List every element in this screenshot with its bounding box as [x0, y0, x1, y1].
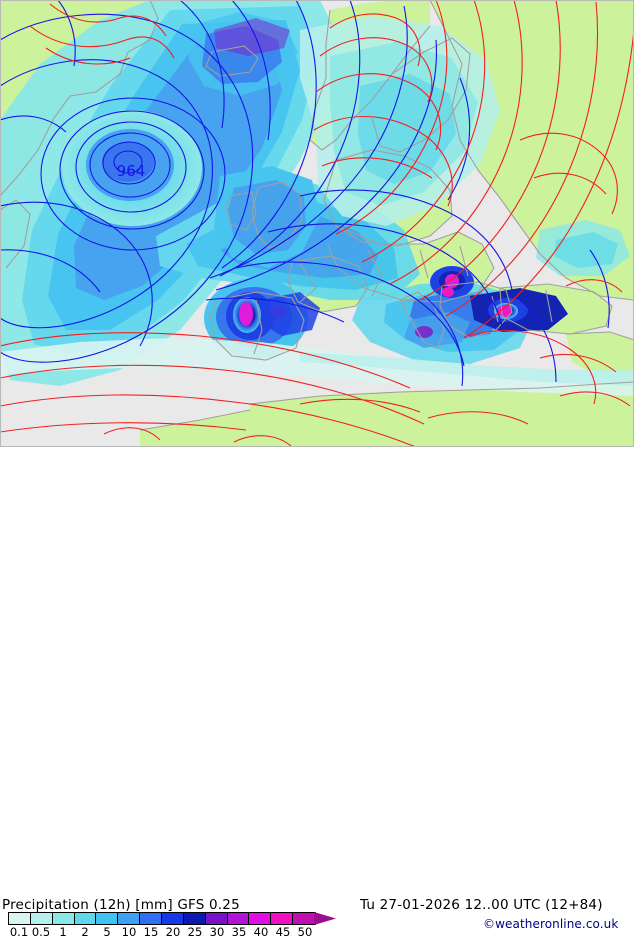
- isotherms: [0, 0, 634, 447]
- isobars: [0, 0, 610, 387]
- low-pressure-label: 964: [117, 162, 146, 180]
- colorbar-swatch-5[interactable]: [96, 913, 119, 924]
- colorbar-swatch-40[interactable]: [249, 913, 272, 924]
- colorbar-overflow-arrow: [314, 912, 336, 925]
- colorbar-swatch-30[interactable]: [205, 913, 228, 924]
- colorbar-tick-50: 50: [297, 925, 313, 939]
- map-footer: Precipitation (12h) [mm] GFS 0.25 Tu 27-…: [0, 447, 634, 939]
- colorbar-tick-labels: 0.1 0.5 1 2 5 10 15 20 25 30 35 40 45 50: [0, 925, 340, 939]
- colorbar-swatch-35[interactable]: [227, 913, 250, 924]
- colorbar-swatches[interactable]: [8, 912, 316, 925]
- colorbar-swatch-2[interactable]: [74, 913, 97, 924]
- colorbar-swatch-10[interactable]: [118, 913, 141, 924]
- precipitation-map[interactable]: 964: [0, 0, 634, 447]
- colorbar-swatch-20[interactable]: [162, 913, 184, 924]
- colorbar-swatch-50[interactable]: [293, 913, 316, 924]
- colorbar-swatch-45[interactable]: [271, 913, 294, 924]
- colorbar-swatch-1[interactable]: [52, 913, 75, 924]
- colorbar-swatch-15[interactable]: [140, 913, 163, 924]
- copyright-link[interactable]: ©weatheronline.co.uk: [483, 917, 619, 931]
- colorbar-swatch-0.1[interactable]: [9, 913, 31, 924]
- coastlines: [0, 0, 634, 431]
- precipitation-field: [0, 0, 634, 396]
- map-canvas[interactable]: 964: [0, 0, 634, 447]
- precipitation-colorbar[interactable]: [8, 912, 316, 925]
- model-run-timestamp: Tu 27-01-2026 12..00 UTC (12+84): [360, 897, 603, 913]
- colorbar-swatch-0.5[interactable]: [30, 913, 53, 924]
- legend-title: Precipitation (12h) [mm] GFS 0.25: [2, 897, 240, 913]
- colorbar-swatch-25[interactable]: [183, 913, 206, 924]
